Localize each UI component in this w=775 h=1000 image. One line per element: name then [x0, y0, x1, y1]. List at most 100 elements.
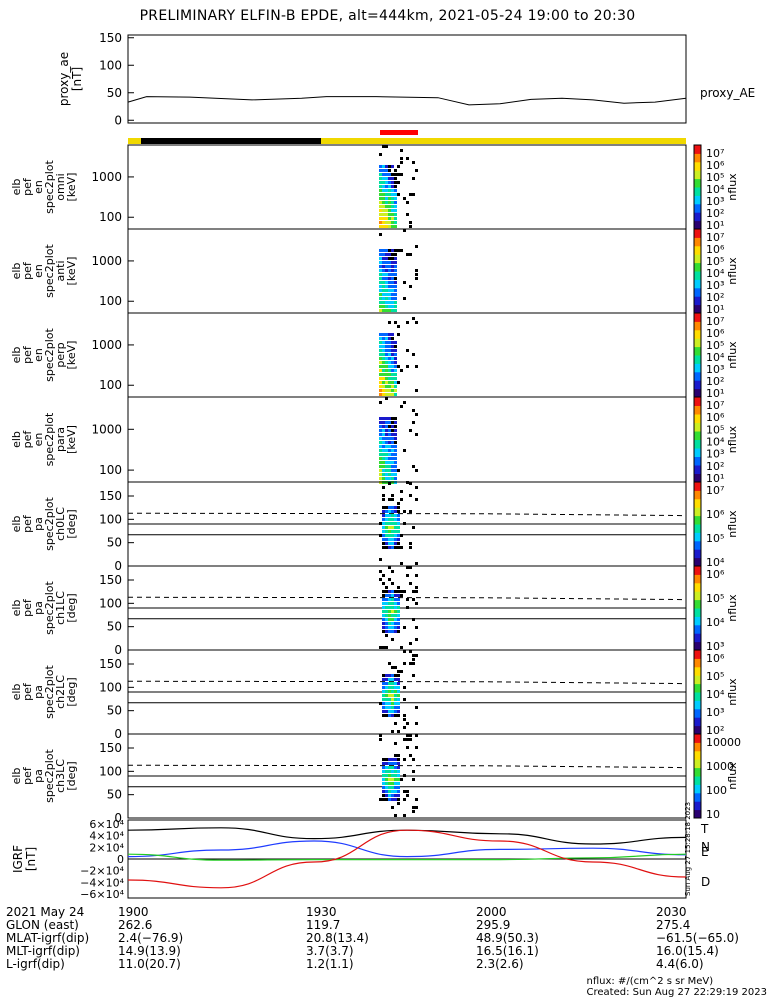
heatmap-cell	[391, 710, 394, 713]
heatmap-cell	[388, 710, 391, 713]
heatmap-cell	[385, 798, 388, 801]
heatmap-cell	[391, 421, 394, 424]
colorbar-step	[694, 469, 701, 472]
colorbar-step	[694, 220, 701, 224]
heatmap-cell	[385, 786, 388, 789]
panel-ylabel-line: spec2plot	[43, 749, 56, 803]
heatmap-cell	[394, 265, 397, 268]
colorbar-step	[694, 610, 701, 613]
colorbar-step	[694, 392, 701, 396]
colorbar-step	[694, 633, 701, 636]
heatmap-cell	[391, 534, 394, 537]
colorbar-step	[694, 702, 701, 706]
heatmap-cell	[397, 730, 400, 733]
heatmap-cell	[415, 586, 418, 589]
y-tick: 1000	[91, 170, 122, 184]
heatmap-cell	[388, 277, 391, 280]
heatmap-cell	[382, 165, 385, 168]
panel-ylabel-line: spec2plot	[43, 665, 56, 719]
heatmap-cell	[379, 205, 382, 208]
igrf-side-stamp: Sun Aug 27 15:28:18 2023	[684, 802, 692, 896]
panel-ylabel: elbpefpaspec2plotch3LC[deg]	[10, 749, 78, 803]
colorbar-step	[694, 593, 701, 596]
colorbar-step	[694, 517, 701, 521]
y-tick: 1000	[91, 338, 122, 352]
heatmap-cell	[391, 173, 394, 176]
heatmap-cell	[391, 790, 394, 793]
heatmap-cell	[394, 814, 397, 817]
heatmap-cell	[382, 285, 385, 288]
heatmap-cell	[415, 706, 418, 709]
heatmap-cell	[391, 770, 394, 773]
heatmap-cell	[406, 201, 409, 204]
heatmap-cell	[388, 197, 391, 200]
heatmap-cell	[388, 774, 391, 777]
heatmap-cell	[379, 281, 382, 284]
panel-ylabel-line: [keV]	[65, 173, 78, 202]
heatmap-cell	[385, 514, 388, 517]
heatmap-cell	[397, 774, 400, 777]
colorbar-tick: 10⁵	[706, 255, 724, 268]
heatmap-cell	[388, 209, 391, 212]
colorbar-tick: 10000	[706, 736, 741, 749]
heatmap-cell	[385, 337, 388, 340]
heatmap-cell	[412, 654, 415, 657]
heatmap-cell	[391, 530, 394, 533]
heatmap-cell	[391, 309, 394, 312]
heatmap-cell	[391, 698, 394, 701]
heatmap-cell	[400, 546, 403, 549]
colorbar: 10⁷ 10⁶ 10⁵ 10⁴ nflux	[693, 481, 739, 569]
colorbar-step	[694, 151, 701, 154]
colorbar-step	[694, 174, 701, 177]
heatmap-cell	[379, 365, 382, 368]
heatmap-cell	[385, 590, 388, 593]
proxy-ae-line	[127, 96, 687, 106]
heatmap-cell	[379, 425, 382, 428]
colorbar-step	[694, 178, 701, 182]
heatmap-cell	[415, 746, 418, 749]
colorbar-step	[694, 306, 701, 310]
heatmap-cell	[385, 173, 388, 176]
heatmap-cell	[382, 449, 385, 452]
heatmap-cell	[382, 257, 385, 260]
colorbar-step	[694, 540, 701, 544]
heatmap-cell	[382, 221, 385, 224]
colorbar-tick: 10⁶	[706, 568, 725, 581]
heatmap-cell	[385, 690, 388, 693]
colorbar-step	[694, 273, 701, 276]
heatmap-cell	[388, 169, 391, 172]
heatmap-cell	[394, 477, 397, 480]
heatmap-cell	[388, 417, 391, 420]
heatmap-cell	[391, 606, 394, 609]
colorbar-step	[694, 369, 701, 373]
heatmap-cell	[385, 425, 388, 428]
colorbar-step	[694, 159, 701, 163]
heatmap-cell	[388, 482, 391, 485]
heatmap-cell	[382, 477, 385, 480]
heatmap-cell	[394, 514, 397, 517]
heatmap-cell	[397, 798, 400, 801]
colorbar-tick: 10⁶	[706, 327, 725, 340]
heatmap-cell	[397, 622, 400, 625]
heatmap-cell	[382, 457, 385, 460]
heatmap-cell	[391, 494, 394, 497]
heatmap-cell	[382, 518, 385, 521]
colorbar-step	[694, 357, 701, 360]
heatmap-cell	[412, 317, 415, 320]
heatmap-cell	[379, 445, 382, 448]
colorbar-tick: 10⁴	[706, 688, 725, 701]
heatmap-cell	[385, 373, 388, 376]
igrf-ylabel-line: IGRF	[11, 845, 25, 873]
footer-cell: 14.9(13.9)	[118, 944, 181, 958]
heatmap-cell	[382, 445, 385, 448]
heatmap-cell	[391, 297, 394, 300]
heatmap-cell	[388, 289, 391, 292]
colorbar-step	[694, 420, 701, 423]
colorbar-step	[694, 721, 701, 724]
heatmap-cell	[388, 714, 391, 717]
colorbar-step	[694, 725, 701, 729]
colorbar-step	[694, 524, 701, 527]
colorbar-step	[694, 212, 701, 215]
heatmap-cell	[382, 381, 385, 384]
